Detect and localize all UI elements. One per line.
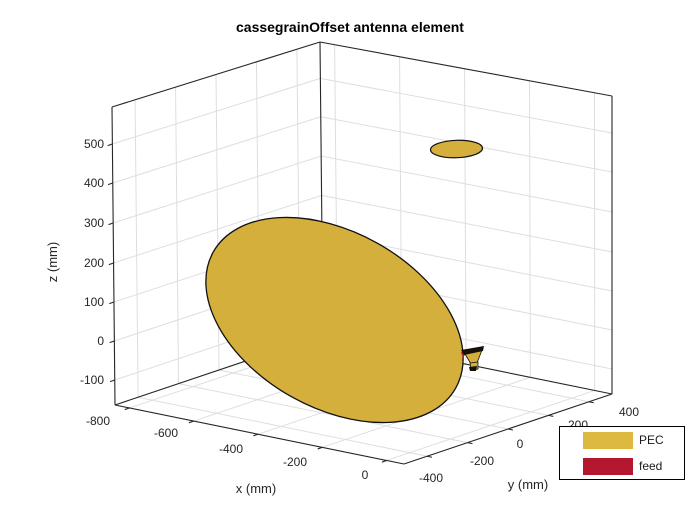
feed-color-swatch bbox=[583, 457, 633, 475]
tick-marks bbox=[107, 143, 594, 463]
legend[interactable]: PEC feed bbox=[559, 426, 685, 480]
y-axis-label: y (mm) bbox=[507, 477, 549, 492]
antenna-surfaces bbox=[205, 139, 484, 424]
x-tick-label: -600 bbox=[154, 426, 178, 440]
y-tick-label: -200 bbox=[470, 454, 494, 468]
x-tick-label: 0 bbox=[362, 468, 369, 482]
z-tick-label: -100 bbox=[80, 373, 104, 387]
legend-label-feed: feed bbox=[639, 459, 663, 473]
z-tick-label: 300 bbox=[84, 216, 104, 230]
z-tick-label: 500 bbox=[84, 137, 104, 151]
z-tick-label: 100 bbox=[84, 295, 104, 309]
tick-labels: -800 -600 -400 -200 0 -400 -200 0 200 400 -100 0 100… bbox=[80, 137, 639, 485]
pec-color-swatch bbox=[583, 431, 633, 449]
z-tick-label: 0 bbox=[97, 334, 104, 348]
z-axis-label: z (mm) bbox=[45, 241, 60, 283]
x-tick-label: -200 bbox=[283, 455, 307, 469]
y-tick-label: 400 bbox=[619, 405, 639, 419]
legend-label-pec: PEC bbox=[639, 433, 664, 447]
x-tick-label: -800 bbox=[86, 414, 110, 428]
plot-title: cassegrainOffset antenna element bbox=[236, 19, 464, 35]
legend-item-feed: feed bbox=[560, 453, 684, 479]
z-tick-label: 400 bbox=[84, 176, 104, 190]
y-tick-label: -400 bbox=[419, 471, 443, 485]
main-reflector bbox=[205, 216, 464, 424]
subreflector bbox=[429, 139, 484, 159]
z-tick-label: 200 bbox=[84, 256, 104, 270]
feed-horn bbox=[461, 346, 484, 371]
grid-lines bbox=[112, 44, 613, 461]
legend-item-pec: PEC bbox=[560, 427, 684, 453]
y-tick-label: 0 bbox=[517, 437, 524, 451]
x-axis-label: x (mm) bbox=[235, 481, 277, 496]
x-tick-label: -400 bbox=[219, 442, 243, 456]
